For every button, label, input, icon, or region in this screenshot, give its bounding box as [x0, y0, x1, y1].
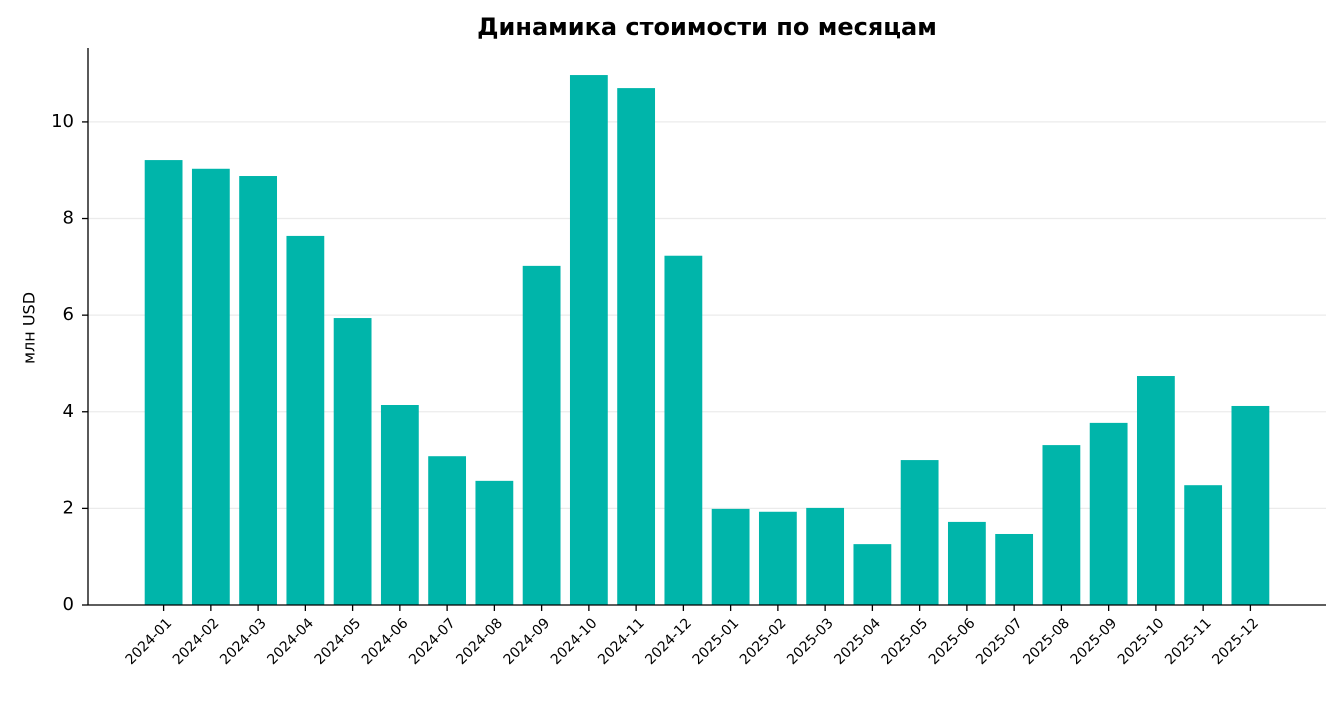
- bar: [333, 318, 372, 605]
- bar: [475, 480, 514, 605]
- x-tick-label: 2025-08: [1020, 615, 1073, 668]
- x-tick-label: 2024-06: [359, 615, 412, 668]
- x-tick-label: 2025-02: [737, 615, 790, 668]
- x-tick-label: 2024-05: [312, 615, 365, 668]
- x-tick-label: 2025-01: [690, 615, 743, 668]
- x-tick-label: 2024-11: [595, 615, 648, 668]
- x-tick-label: 2024-07: [406, 615, 459, 668]
- y-tick-label: 0: [63, 594, 74, 615]
- bar: [995, 533, 1034, 605]
- bar: [947, 521, 986, 605]
- x-tick-label: 2024-04: [264, 615, 317, 668]
- bar: [191, 168, 230, 605]
- bar: [758, 511, 797, 605]
- y-tick-label: 10: [51, 111, 74, 132]
- bar: [1231, 405, 1270, 605]
- x-tick-label: 2025-07: [973, 615, 1026, 668]
- bar: [1184, 485, 1223, 605]
- bars: [144, 75, 1270, 606]
- bar: [1042, 445, 1081, 605]
- bar: [711, 508, 750, 605]
- x-tick-label: 2025-06: [926, 615, 979, 668]
- x-tick-label: 2024-08: [453, 615, 506, 668]
- bar: [853, 544, 892, 605]
- bar: [144, 160, 183, 605]
- y-tick-label: 2: [63, 497, 74, 518]
- x-tick-label: 2025-03: [784, 615, 837, 668]
- bar: [569, 75, 608, 605]
- x-tick-label: 2025-05: [879, 615, 932, 668]
- x-tick-label: 2024-01: [123, 615, 176, 668]
- bar: [239, 176, 278, 605]
- y-axis-label: млн USD: [20, 292, 39, 364]
- bar: [1089, 422, 1128, 605]
- x-tick-label: 2025-04: [831, 615, 884, 668]
- bar: [1136, 376, 1175, 605]
- bar: [806, 507, 845, 605]
- x-tick-label: 2025-12: [1209, 615, 1262, 668]
- x-tick-label: 2025-11: [1162, 615, 1215, 668]
- bar: [380, 405, 419, 605]
- x-tick-label: 2024-09: [501, 615, 554, 668]
- bar: [900, 460, 939, 605]
- y-tick-label: 6: [63, 304, 74, 325]
- bar: [617, 88, 656, 606]
- x-tick-label: 2025-10: [1115, 615, 1168, 668]
- x-tick-label: 2024-02: [170, 615, 223, 668]
- chart-title: Динамика стоимости по месяцам: [477, 13, 937, 41]
- x-tick-label: 2024-12: [642, 615, 695, 668]
- x-tick-label: 2024-03: [217, 615, 270, 668]
- bar: [664, 255, 703, 605]
- y-tick-label: 8: [63, 208, 74, 229]
- bar: [286, 235, 325, 605]
- y-tick-label: 4: [63, 401, 74, 422]
- bar: [522, 265, 561, 605]
- x-tick-label: 2025-09: [1068, 615, 1121, 668]
- bar: [428, 456, 467, 605]
- x-tick-label: 2024-10: [548, 615, 601, 668]
